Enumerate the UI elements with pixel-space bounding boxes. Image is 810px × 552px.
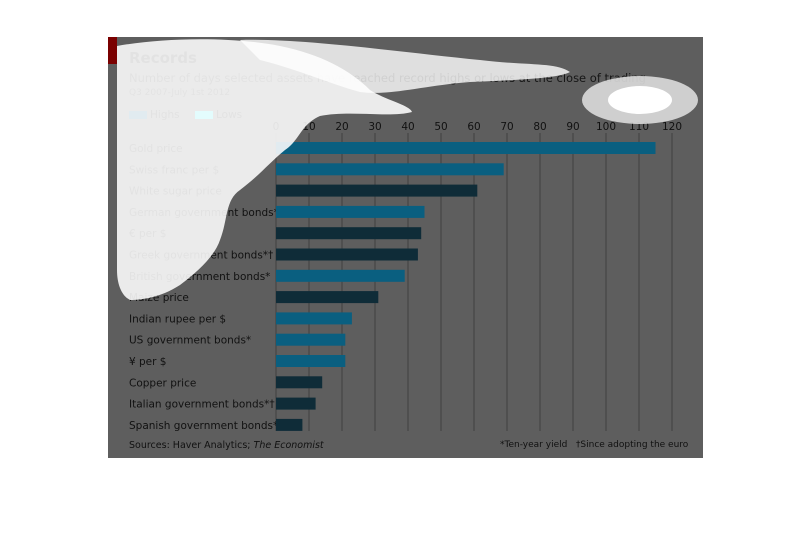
category-label: € per $ — [129, 228, 166, 240]
bar — [276, 291, 379, 304]
x-tick-label: 70 — [500, 121, 513, 133]
category-label: ¥ per $ — [129, 356, 166, 368]
bar — [276, 312, 352, 325]
category-label: Gold price — [129, 143, 183, 155]
bar — [276, 205, 425, 218]
x-tick-label: 50 — [434, 121, 447, 133]
bar — [276, 269, 405, 282]
category-label: Greek government bonds*† — [129, 250, 273, 262]
bar — [276, 184, 478, 197]
bar — [276, 397, 316, 410]
bar — [276, 418, 303, 431]
bar — [276, 333, 346, 346]
bar — [276, 163, 504, 176]
x-tick-label: 80 — [533, 121, 546, 133]
x-tick-label: 10 — [302, 121, 315, 133]
x-tick-label: 30 — [368, 121, 381, 133]
category-label: US government bonds* — [129, 335, 251, 347]
category-label: Maize price — [129, 292, 189, 304]
x-tick-label: 20 — [335, 121, 348, 133]
x-tick-label: 90 — [566, 121, 579, 133]
x-tick-label: 100 — [596, 121, 616, 133]
category-label: Copper price — [129, 377, 196, 389]
bar — [276, 355, 346, 367]
category-label: British government bonds* — [129, 271, 270, 283]
chart-notes: *Ten-year yield †Since adopting the euro — [500, 440, 689, 450]
chart-source: Sources: Haver Analytics; The Economist — [129, 440, 324, 451]
x-tick-label: 120 — [662, 121, 682, 133]
x-tick-label: 0 — [273, 121, 280, 133]
bar — [276, 142, 656, 154]
category-label: Swiss franc per $ — [129, 164, 219, 176]
category-label: Italian government bonds*† — [129, 399, 275, 411]
bar — [276, 376, 323, 389]
source-italic: The Economist — [253, 440, 324, 451]
bar — [276, 248, 418, 261]
x-tick-label: 40 — [401, 121, 414, 133]
category-label: Indian rupee per $ — [129, 313, 226, 325]
x-tick-label: 60 — [467, 121, 480, 133]
brand-tab — [108, 37, 117, 64]
source-prefix: Sources: Haver Analytics; — [129, 440, 254, 451]
bar — [276, 227, 422, 240]
category-label: German government bonds* — [129, 207, 279, 219]
x-tick-label: 110 — [629, 121, 649, 133]
category-label: Spanish government bonds*† — [129, 420, 284, 432]
category-label: White sugar price — [129, 186, 222, 198]
